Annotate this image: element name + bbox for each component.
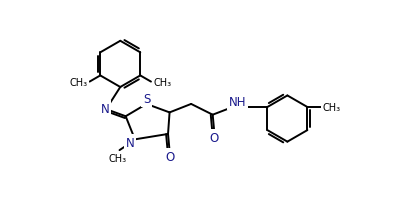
Text: S: S bbox=[143, 92, 150, 105]
Text: N: N bbox=[126, 136, 135, 149]
Text: O: O bbox=[165, 150, 174, 163]
Text: CH₃: CH₃ bbox=[153, 77, 171, 87]
Text: CH₃: CH₃ bbox=[69, 77, 87, 87]
Text: O: O bbox=[210, 131, 219, 144]
Text: CH₃: CH₃ bbox=[109, 153, 127, 163]
Text: N: N bbox=[101, 103, 109, 116]
Text: CH₃: CH₃ bbox=[323, 103, 341, 112]
Text: NH: NH bbox=[229, 96, 246, 109]
